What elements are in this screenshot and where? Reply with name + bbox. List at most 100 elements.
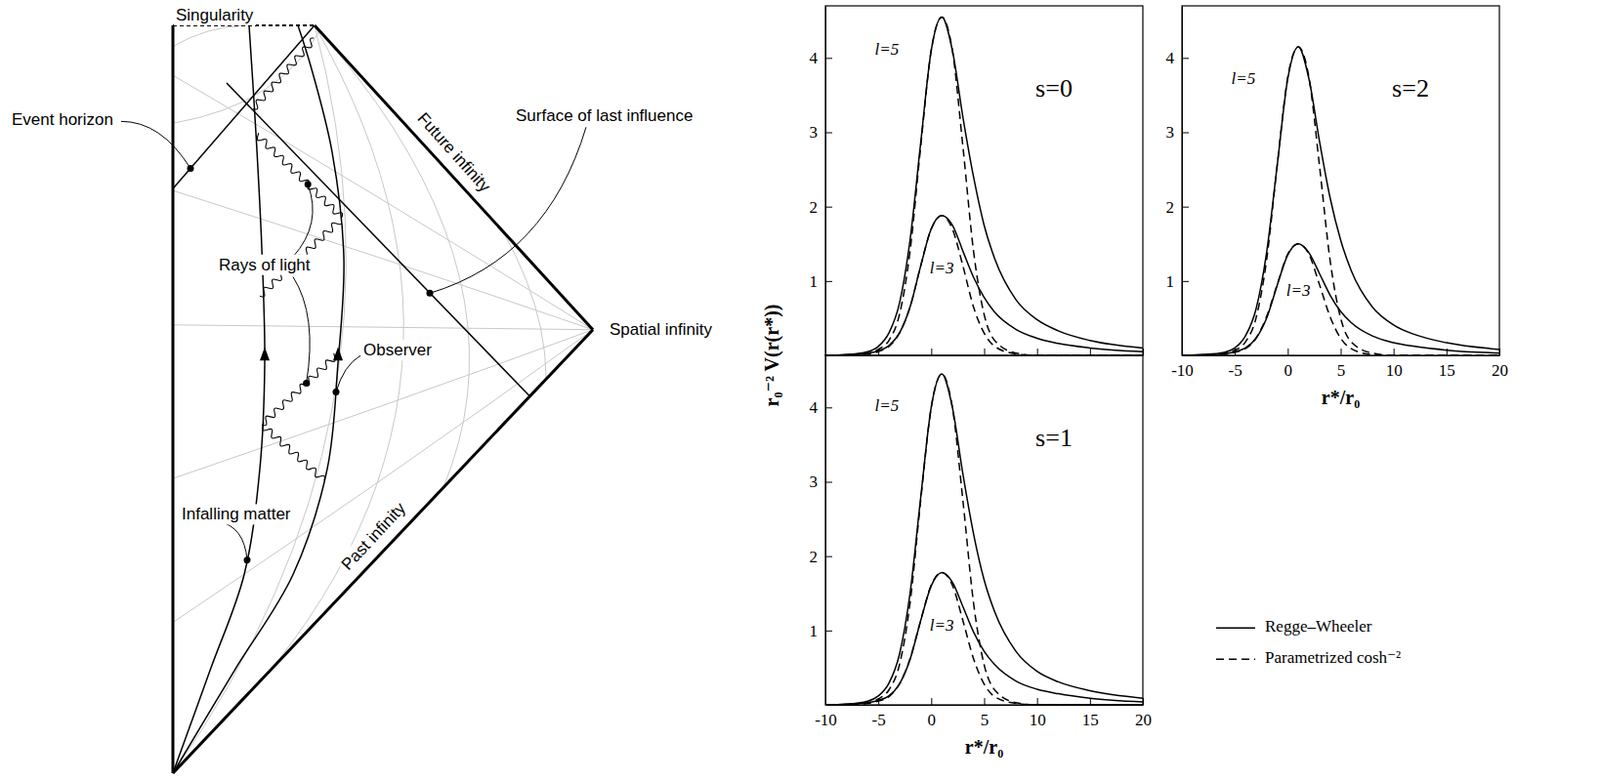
tick-mark (1181, 207, 1189, 209)
y-axis: 1 2 3 4 (809, 6, 834, 357)
constant-r-curve (172, 25, 346, 774)
y-tick: 2 (809, 547, 834, 567)
tick-mark (1181, 131, 1189, 133)
leader-line (293, 184, 313, 257)
panel-title: s=1 (1035, 423, 1073, 453)
tick-label: 1 (809, 622, 819, 641)
x-tick (878, 348, 880, 356)
x-tick: -5 (1228, 348, 1243, 380)
diagram-label: Infalling matter (181, 505, 292, 524)
label-patch (607, 319, 715, 340)
tick-mark (825, 631, 833, 632)
y-tick: 1 (809, 272, 834, 292)
label-patch (173, 4, 256, 26)
infalling-worldline (172, 25, 265, 774)
curve-annotation: l=3 (929, 258, 955, 278)
diagram-label-group: Singularity (173, 4, 256, 26)
tick-mark (1090, 348, 1092, 356)
y-tick: 3 (809, 123, 834, 142)
arrowhead (259, 346, 270, 361)
y-tick: 4 (1166, 48, 1190, 68)
tick-label: -10 (814, 711, 838, 730)
label-patch (361, 339, 434, 361)
diagram-label: Event horizon (11, 110, 114, 129)
tick-label: 5 (1337, 361, 1347, 380)
tick-mark (1142, 348, 1144, 356)
tick-mark (1446, 348, 1448, 356)
constant-t-curve (172, 330, 593, 624)
panel-title: s=2 (1391, 74, 1430, 103)
constant-r-curve (172, 25, 470, 774)
interior-curve (172, 25, 323, 124)
series-line (1181, 46, 1500, 356)
diagram-label: Surface of last influence (515, 106, 693, 126)
diagram-label-group: Event horizon (9, 109, 116, 130)
tick-label: 3 (1166, 123, 1176, 142)
x-tick (1142, 348, 1144, 356)
penrose-diagram: Singularity Event horizon Future infinity R… (9, 4, 715, 774)
tick-mark (1090, 698, 1092, 706)
label-patch (216, 254, 313, 276)
tick-mark (825, 131, 833, 133)
x-axis: -10-505101520 (1171, 348, 1509, 380)
x-tick (984, 348, 986, 356)
series-line (825, 215, 1143, 356)
series-line (825, 16, 1143, 356)
tick-label: 2 (809, 198, 819, 217)
x-tick: 5 (1337, 348, 1347, 380)
tick-label: 2 (809, 547, 819, 567)
legend-swatch (1216, 658, 1256, 661)
series-line (1181, 46, 1500, 356)
curve-annotation: l=5 (1230, 69, 1256, 88)
tick-mark (825, 481, 833, 483)
tick-label: 15 (1438, 361, 1456, 380)
tick-label: 4 (1166, 48, 1176, 68)
diagram-label-group: Past infinity (336, 497, 413, 577)
tick-label: 0 (1284, 361, 1294, 380)
tick-mark (1181, 281, 1189, 283)
x-tick: 0 (927, 698, 937, 730)
x-axis-title: r*/r₀ (965, 736, 1004, 758)
curve-annotation: l=5 (874, 40, 899, 59)
label-patch (513, 105, 695, 127)
tick-label: 10 (1386, 361, 1403, 380)
tick-mark (984, 698, 986, 706)
tick-label: 1 (809, 272, 819, 292)
future-infinity-line (314, 25, 593, 331)
y-axis-title: r₀⁻² V(r(r*)) (760, 304, 784, 408)
y-tick: 1 (809, 622, 834, 641)
tick-label: 20 (1491, 361, 1509, 380)
constant-t-curve (172, 330, 593, 479)
y-tick: 4 (809, 48, 834, 68)
diagram-label: Future infinity (413, 109, 495, 197)
series-line (1181, 244, 1500, 356)
tick-mark (878, 348, 880, 356)
tick-label: 20 (1135, 711, 1152, 730)
diagram-label-group: Rays of light (216, 254, 313, 276)
tick-label: -5 (1228, 361, 1243, 380)
diagram-label: Singularity (175, 5, 254, 25)
x-tick: 15 (1082, 698, 1099, 730)
label-patch (179, 504, 294, 525)
tick-mark (930, 348, 932, 356)
tick-mark (984, 348, 986, 356)
legend-label: Regge–Wheeler (1264, 617, 1373, 636)
tick-mark (825, 556, 833, 558)
x-tick: 20 (1491, 348, 1509, 380)
tick-mark (825, 281, 833, 283)
axis-line (826, 705, 1144, 707)
x-axis (826, 348, 1144, 357)
y-axis: 1234 (1166, 6, 1190, 357)
tick-mark (1234, 348, 1236, 356)
panel: -10-5051015201234s=2l=5l=3r*/r₀ (1166, 5, 1510, 409)
figure: Singularity Event horizon Future infinity R… (0, 0, 1600, 781)
panel-title: s=0 (1035, 74, 1073, 103)
light-ray (261, 353, 336, 426)
diagram-label-group: Observer (361, 339, 434, 361)
tick-label: 3 (809, 472, 819, 492)
series-line (825, 374, 1143, 706)
tick-label: 15 (1082, 711, 1099, 730)
center-line (171, 25, 175, 774)
tick-label: -5 (872, 711, 886, 730)
light-ray (256, 132, 342, 217)
